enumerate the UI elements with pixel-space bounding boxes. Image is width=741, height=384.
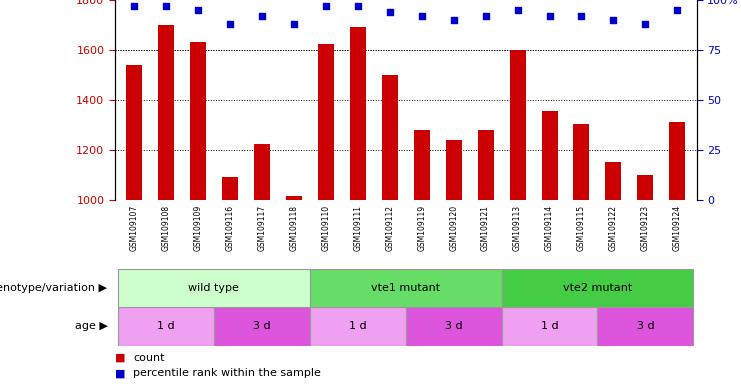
Bar [158, 25, 174, 200]
Bar [502, 307, 597, 346]
Text: GSM109122: GSM109122 [609, 205, 618, 251]
Bar [214, 307, 310, 346]
Text: vte2 mutant: vte2 mutant [563, 283, 632, 293]
Point [416, 13, 428, 19]
Text: 3 d: 3 d [445, 321, 462, 331]
Bar [478, 130, 494, 200]
Point [511, 7, 523, 13]
Bar [637, 175, 654, 200]
Bar [445, 140, 462, 200]
Point [448, 17, 459, 23]
Text: ■: ■ [115, 353, 129, 363]
Bar [126, 65, 142, 200]
Text: 3 d: 3 d [253, 321, 270, 331]
Text: GSM109124: GSM109124 [673, 205, 682, 252]
Point [671, 7, 683, 13]
Text: ■: ■ [115, 368, 129, 378]
Point [320, 3, 332, 9]
Text: GSM109113: GSM109113 [513, 205, 522, 252]
Bar [502, 269, 694, 307]
Text: age ▶: age ▶ [75, 321, 107, 331]
Point [224, 21, 236, 27]
Text: GSM109112: GSM109112 [385, 205, 394, 251]
Text: 1 d: 1 d [349, 321, 367, 331]
Point [160, 3, 172, 9]
Point [256, 13, 268, 19]
Text: percentile rank within the sample: percentile rank within the sample [133, 368, 322, 378]
Text: GSM109111: GSM109111 [353, 205, 362, 251]
Bar [605, 162, 622, 200]
Text: GSM109121: GSM109121 [481, 205, 490, 251]
Point [288, 21, 300, 27]
Point [192, 7, 204, 13]
Text: GSM109114: GSM109114 [545, 205, 554, 252]
Text: GSM109107: GSM109107 [130, 205, 139, 252]
Bar [350, 27, 366, 200]
Point [128, 3, 140, 9]
Bar [118, 307, 214, 346]
Text: vte1 mutant: vte1 mutant [371, 283, 440, 293]
Point [608, 17, 619, 23]
Text: wild type: wild type [188, 283, 239, 293]
Bar [413, 130, 430, 200]
Bar [597, 307, 694, 346]
Bar [222, 177, 238, 200]
Text: GSM109120: GSM109120 [449, 205, 458, 252]
Text: GSM109109: GSM109109 [193, 205, 202, 252]
Bar [510, 50, 525, 200]
Text: GSM109123: GSM109123 [641, 205, 650, 252]
Bar [310, 307, 406, 346]
Text: GSM109117: GSM109117 [257, 205, 266, 252]
Bar [190, 42, 206, 200]
Point [352, 3, 364, 9]
Point [544, 13, 556, 19]
Text: GSM109118: GSM109118 [289, 205, 299, 251]
Text: genotype/variation ▶: genotype/variation ▶ [0, 283, 107, 293]
Bar [669, 122, 685, 200]
Bar [318, 44, 333, 200]
Text: 3 d: 3 d [637, 321, 654, 331]
Text: GSM109108: GSM109108 [162, 205, 170, 252]
Text: 1 d: 1 d [541, 321, 558, 331]
Text: 1 d: 1 d [157, 321, 175, 331]
Bar [405, 307, 502, 346]
Bar [382, 75, 398, 200]
Point [384, 9, 396, 15]
Bar [254, 144, 270, 200]
Bar [286, 196, 302, 200]
Text: GSM109115: GSM109115 [577, 205, 586, 252]
Bar [542, 111, 557, 200]
Text: GSM109116: GSM109116 [225, 205, 234, 252]
Text: GSM109119: GSM109119 [417, 205, 426, 252]
Text: count: count [133, 353, 165, 363]
Bar [310, 269, 502, 307]
Point [479, 13, 491, 19]
Bar [574, 124, 590, 200]
Text: GSM109110: GSM109110 [322, 205, 330, 252]
Point [576, 13, 588, 19]
Bar [118, 269, 310, 307]
Point [639, 21, 651, 27]
